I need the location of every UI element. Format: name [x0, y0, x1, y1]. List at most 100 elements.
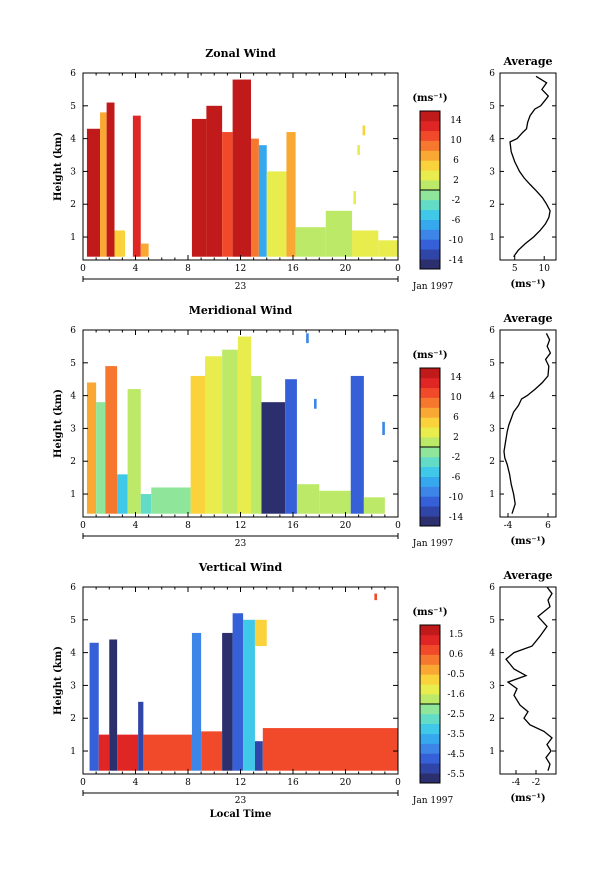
colorbar-tick-label: 10: [450, 393, 462, 403]
colorbar-tick-label: 6: [453, 156, 459, 166]
colorbar-swatch: [420, 130, 440, 141]
x-tick-label: 12: [235, 521, 246, 531]
heatmap-cell: [286, 132, 296, 257]
heatmap-cell: [222, 349, 238, 514]
colorbar-swatch: [420, 694, 440, 705]
heatmap-cell: [86, 128, 101, 257]
average-y-tick-label: 6: [489, 583, 495, 593]
colorbar-tick-label: 14: [450, 116, 462, 126]
colorbar-tick-label: 2: [453, 176, 459, 186]
colorbar-tick-label: -6: [452, 216, 461, 226]
x-tick-label: 0: [80, 778, 86, 788]
heatmap-cell: [374, 593, 377, 601]
heatmap-cell: [262, 728, 398, 771]
y-tick-label: 5: [70, 102, 76, 112]
average-x-tick-label: 5: [512, 264, 518, 274]
heatmap-cell: [296, 484, 320, 514]
x-tick-label: 0: [80, 264, 86, 274]
average-x-axis-label: (ms⁻¹): [510, 279, 545, 290]
x-tick-label: 16: [287, 264, 299, 274]
heatmap-cell: [357, 145, 360, 156]
colorbar-swatch: [420, 753, 440, 764]
x-tick-label: 8: [185, 521, 191, 531]
average-y-tick-label: 5: [489, 616, 495, 626]
x-tick-label: 0: [395, 521, 401, 531]
heatmap-cell: [191, 118, 207, 257]
average-title: Average: [502, 55, 552, 68]
colorbar-swatch: [420, 427, 440, 438]
heatmap-cell: [266, 171, 287, 257]
colorbar-tick-label: -2: [452, 453, 461, 463]
colorbar-swatch: [420, 456, 440, 468]
panel-title: Meridional Wind: [189, 304, 293, 317]
colorbar-tick-label: 6: [453, 413, 459, 423]
colorbar-swatch: [420, 674, 440, 685]
y-tick-label: 6: [70, 69, 76, 79]
average-frame: [499, 72, 557, 261]
colorbar-tick-label: 10: [450, 136, 462, 146]
colorbar-swatch: [420, 199, 440, 211]
average-line: [509, 75, 551, 258]
average-y-tick-label: 6: [489, 326, 495, 336]
heatmap-cell: [114, 230, 125, 257]
heatmap-cell: [237, 336, 251, 514]
date-label: 23: [235, 796, 247, 806]
colorbar-swatch: [420, 743, 440, 754]
average-title: Average: [502, 569, 552, 582]
average-line: [503, 333, 552, 514]
x-tick-label: 4: [133, 264, 139, 274]
y-tick-label: 5: [70, 359, 76, 369]
panel-title: Zonal Wind: [205, 47, 276, 60]
heatmap-cell: [201, 731, 223, 771]
colorbar-swatch: [420, 763, 440, 774]
colorbar-swatch: [420, 664, 440, 675]
y-tick-label: 2: [70, 457, 76, 467]
colorbar-swatch: [420, 140, 440, 151]
heatmap-cells: [89, 593, 398, 771]
colorbar-swatch: [420, 654, 440, 665]
average-frame: [499, 586, 557, 775]
date-label: 23: [235, 282, 247, 292]
y-tick-label: 1: [70, 233, 76, 243]
x-tick-label: 0: [395, 778, 401, 788]
colorbar-swatch: [420, 120, 440, 132]
average-x-tick-label: 6: [545, 521, 551, 531]
x-tick-label: 12: [235, 778, 246, 788]
colorbar-tick-label: -2: [452, 196, 461, 206]
heatmap-cell: [254, 619, 267, 647]
heatmap-cell: [190, 375, 206, 514]
average-y-tick-label: 2: [489, 714, 495, 724]
month-label: Jan 1997: [412, 539, 454, 549]
colorbar-tick-label: -10: [449, 493, 464, 503]
x-tick-label: 8: [185, 264, 191, 274]
colorbar-swatch: [420, 111, 440, 122]
heatmap-cell: [138, 701, 144, 771]
y-tick-label: 4: [70, 649, 76, 659]
x-tick-label: 20: [340, 778, 352, 788]
colorbar-swatch: [420, 407, 440, 418]
colorbar-tick-label: -10: [449, 236, 464, 246]
colorbar-swatch: [420, 377, 440, 389]
heatmap-cell: [325, 210, 353, 257]
colorbar-swatch: [420, 773, 440, 784]
colorbar-swatch: [420, 190, 440, 201]
y-tick-label: 6: [70, 326, 76, 336]
colorbar-unit: (ms⁻¹): [412, 607, 447, 618]
average-y-tick-label: 5: [489, 359, 495, 369]
colorbar-swatch: [420, 219, 440, 230]
heatmap-cell: [258, 145, 267, 257]
average-y-tick-label: 6: [489, 69, 495, 79]
heatmap-cell: [353, 191, 356, 205]
average-x-tick-label: 10: [538, 264, 550, 274]
colorbar-swatch: [420, 476, 440, 487]
average-x-axis-label: (ms⁻¹): [510, 793, 545, 804]
heatmap-cell: [306, 333, 309, 344]
colorbar-tick-label: 14: [450, 373, 462, 383]
colorbar-swatch: [420, 516, 440, 527]
heatmap-cell: [222, 632, 233, 771]
y-tick-label: 3: [70, 167, 76, 177]
colorbar-swatch: [420, 368, 440, 379]
